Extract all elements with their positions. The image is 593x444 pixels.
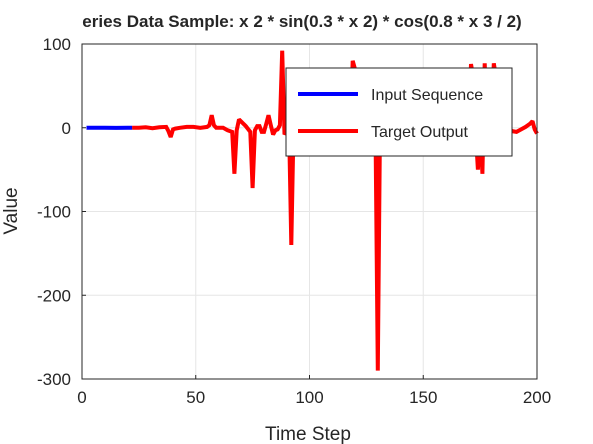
y-tick-label: 100 bbox=[43, 35, 71, 54]
chart-title: eries Data Sample: x 2 * sin(0.3 * x 2) … bbox=[82, 12, 521, 31]
tick-marks bbox=[81, 43, 538, 380]
x-tick-label: 0 bbox=[77, 388, 86, 407]
x-tick-label: 150 bbox=[409, 388, 437, 407]
y-axis-label: Value bbox=[1, 187, 22, 234]
legend: Input Sequence Target Output bbox=[285, 67, 513, 157]
y-tick-label: -300 bbox=[37, 370, 71, 389]
x-tick-label: 100 bbox=[295, 388, 323, 407]
x-tick-label: 50 bbox=[186, 388, 205, 407]
y-tick-label: 0 bbox=[62, 119, 71, 138]
tick-labels: 0 50 100 150 200 100 0 -100 -200 -300 bbox=[37, 35, 551, 407]
y-tick-label: -200 bbox=[37, 286, 71, 305]
x-axis-label: Time Step bbox=[265, 424, 351, 444]
x-tick-label: 200 bbox=[523, 388, 551, 407]
legend-label-target-output: Target Output bbox=[371, 124, 469, 141]
y-tick-label: -100 bbox=[37, 203, 71, 222]
legend-box bbox=[285, 67, 513, 157]
legend-label-input-sequence: Input Sequence bbox=[371, 87, 483, 104]
